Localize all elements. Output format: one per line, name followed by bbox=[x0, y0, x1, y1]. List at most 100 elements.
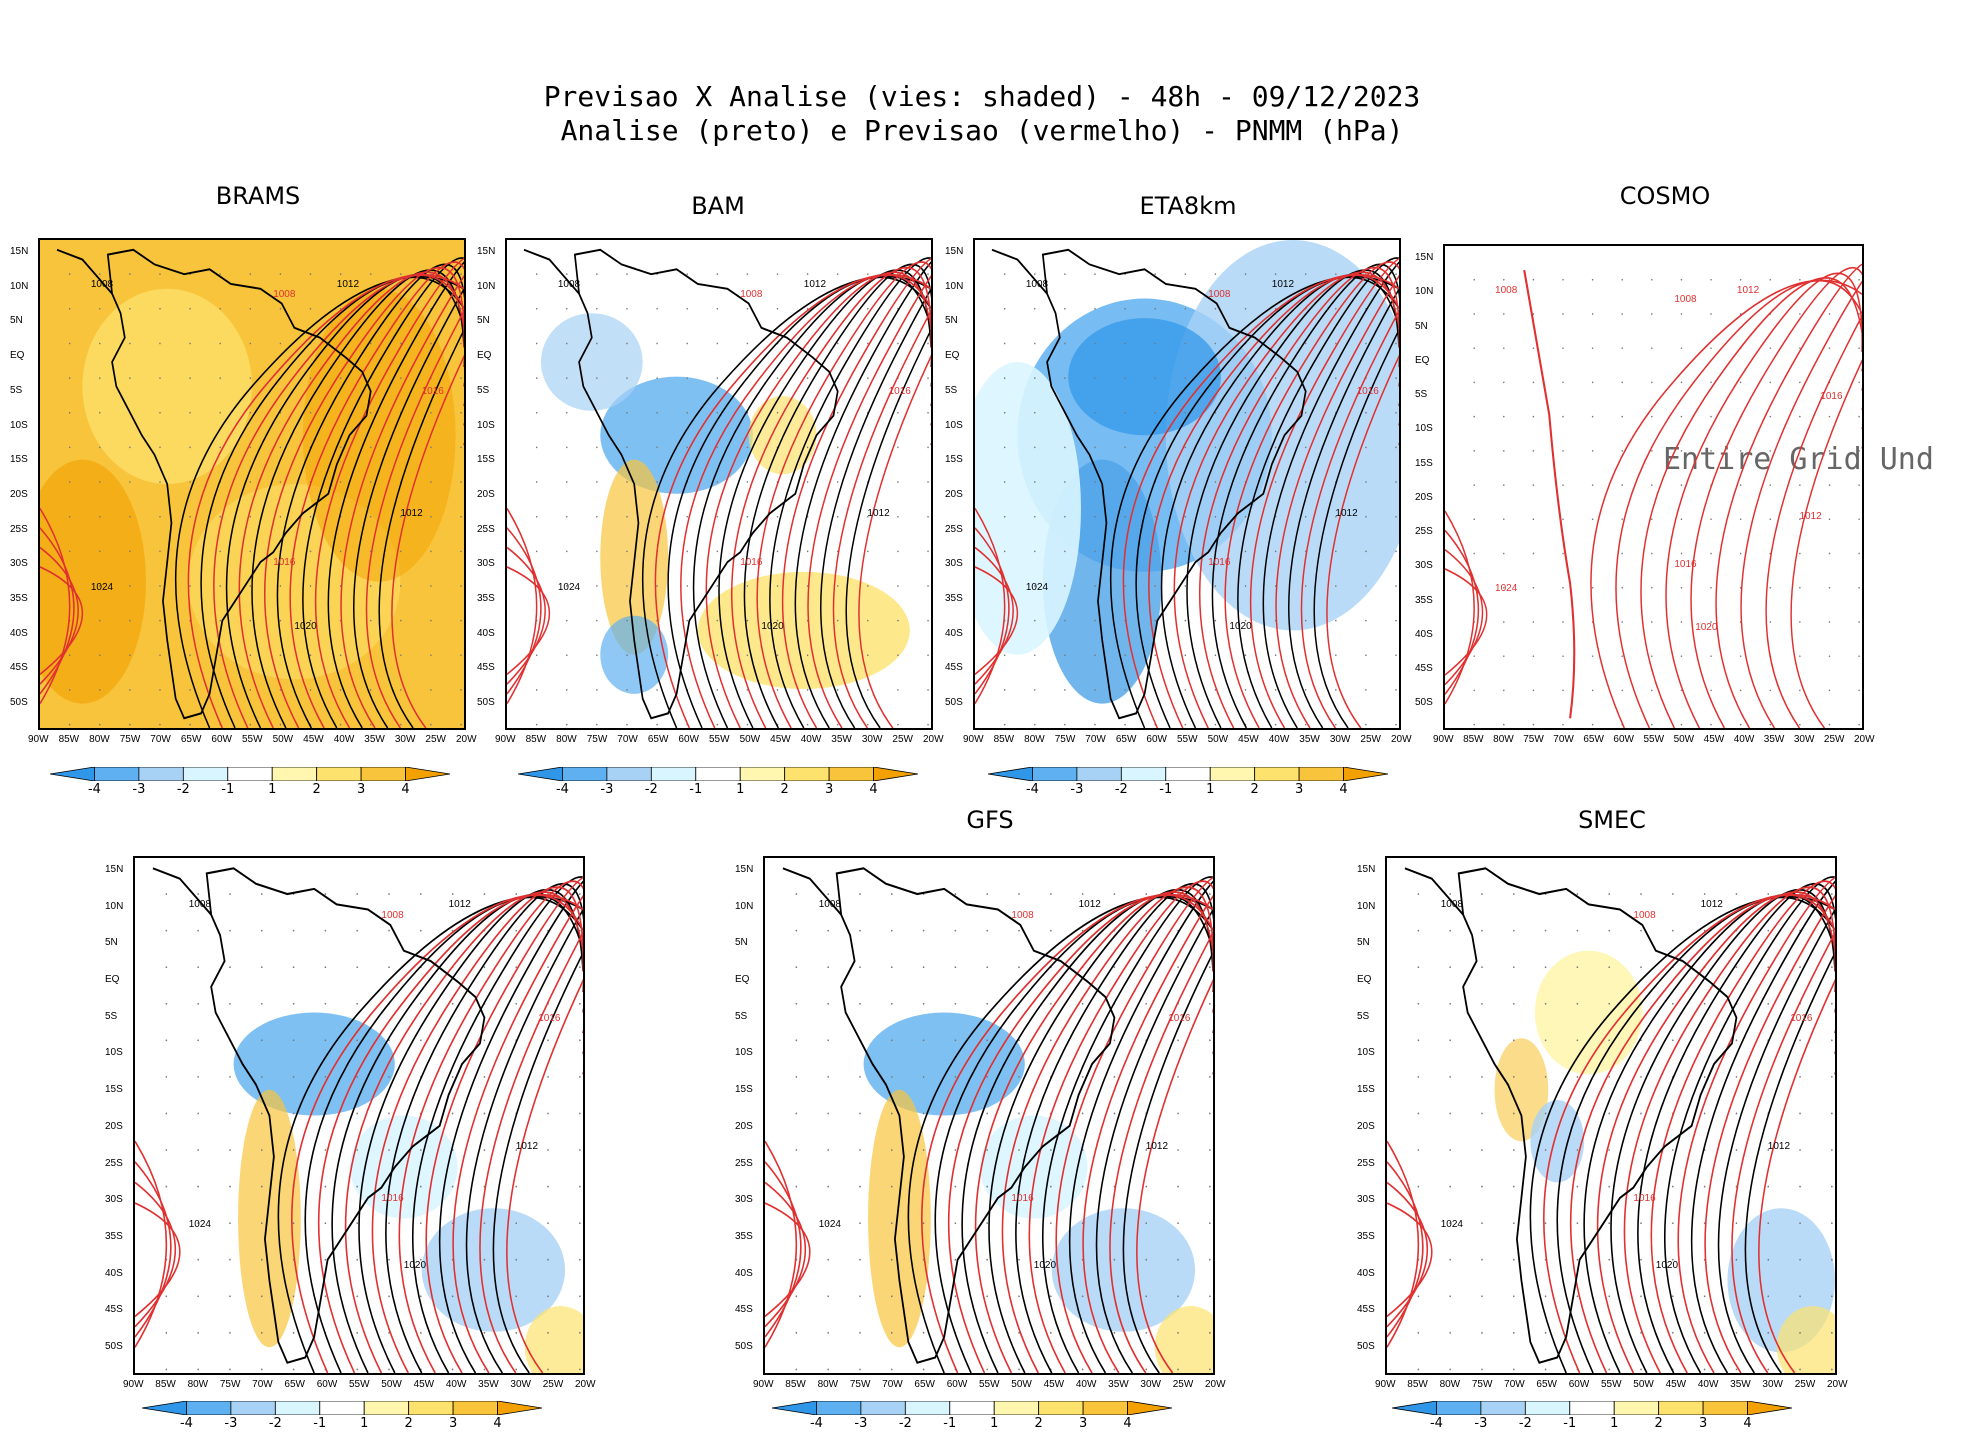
grid-dot bbox=[189, 411, 191, 414]
lat-tick: 45S bbox=[1357, 1304, 1375, 1316]
grid-dot bbox=[1591, 518, 1594, 521]
grid-dot bbox=[1710, 278, 1712, 281]
grid-dot bbox=[388, 1112, 390, 1115]
colorbar-box bbox=[1127, 1400, 1173, 1416]
analysis-isobar bbox=[1288, 287, 1399, 728]
colorbar-label: 3 bbox=[1294, 782, 1304, 797]
grid-dot bbox=[1608, 1185, 1611, 1188]
grid-dot bbox=[515, 1185, 518, 1188]
lat-tick: 25S bbox=[735, 1157, 753, 1169]
grid-dot bbox=[1449, 1002, 1451, 1005]
grid-dot bbox=[99, 619, 101, 622]
grid-dot bbox=[1672, 1258, 1674, 1261]
grid-dot bbox=[1532, 278, 1535, 281]
grid-dot bbox=[890, 1112, 893, 1115]
forecast-isobar bbox=[365, 309, 464, 728]
grid-dot bbox=[1621, 518, 1623, 521]
grid-dot bbox=[656, 515, 658, 518]
grid-dot bbox=[1672, 1002, 1674, 1005]
grid-dot bbox=[1417, 1002, 1420, 1005]
grid-dot bbox=[1532, 484, 1535, 486]
grid-dot bbox=[827, 893, 829, 895]
isobar-label: 1012 bbox=[336, 279, 360, 291]
grid-dot bbox=[1769, 723, 1772, 726]
grid-dot bbox=[1739, 278, 1742, 281]
lon-tick: 60W bbox=[946, 1379, 968, 1390]
isobar-label: 1016 bbox=[1790, 1012, 1813, 1024]
grid-dot bbox=[1094, 550, 1096, 553]
grid-dot bbox=[1640, 1112, 1642, 1115]
grid-dot bbox=[430, 515, 432, 518]
grid-dot bbox=[309, 619, 312, 622]
colorbar-box bbox=[186, 1400, 232, 1416]
lon-tick: 60W bbox=[1613, 734, 1634, 745]
grid-dot bbox=[1831, 1039, 1833, 1042]
analysis-isobar bbox=[667, 276, 931, 728]
grid-dot bbox=[249, 273, 252, 276]
grid-dot bbox=[1680, 518, 1683, 521]
grid-dot bbox=[686, 585, 688, 587]
grid-dot bbox=[1576, 1039, 1579, 1042]
forecast-isobar bbox=[135, 1181, 177, 1328]
grid-dot bbox=[1858, 484, 1860, 486]
grid-dot bbox=[159, 307, 161, 310]
colorbar-box bbox=[1658, 1400, 1704, 1416]
grid-dot bbox=[339, 689, 342, 691]
colorbar-box bbox=[1120, 766, 1167, 782]
grid-dot bbox=[1034, 515, 1036, 518]
forecast-isobar bbox=[974, 891, 1213, 1373]
grid-dot bbox=[596, 515, 598, 518]
grid-dot bbox=[356, 1149, 359, 1151]
grid-dot bbox=[1184, 585, 1187, 587]
grid-dot bbox=[986, 1075, 989, 1078]
grid-dot bbox=[1608, 1112, 1611, 1115]
central-america-coast bbox=[152, 867, 212, 916]
colorbar-box bbox=[1569, 1400, 1615, 1416]
grid-dot bbox=[356, 1112, 359, 1115]
forecast-isobar bbox=[1677, 876, 1835, 1373]
grid-dot bbox=[836, 689, 839, 691]
grid-dot bbox=[1365, 654, 1367, 657]
grid-dot bbox=[795, 929, 798, 932]
colorbar-box bbox=[517, 766, 563, 782]
grid-dot bbox=[1417, 966, 1420, 969]
grid-dot bbox=[1672, 893, 1674, 895]
grid-dot bbox=[795, 966, 798, 969]
grid-dot bbox=[1576, 1075, 1579, 1078]
grid-dot bbox=[1735, 1258, 1738, 1261]
grid-dot bbox=[1184, 446, 1187, 449]
grid-dot bbox=[279, 585, 282, 587]
grid-dot bbox=[859, 1002, 861, 1005]
lat-tick: 45S bbox=[735, 1304, 753, 1316]
grid-dot bbox=[1703, 1185, 1706, 1188]
grid-dot bbox=[1417, 1112, 1420, 1115]
grid-dot bbox=[1735, 1039, 1738, 1042]
grid-dot bbox=[859, 1112, 861, 1115]
lat-tick: EQ bbox=[105, 974, 120, 986]
grid-dot bbox=[369, 342, 372, 345]
lon-tick: 75W bbox=[119, 734, 141, 745]
grid-dot bbox=[1018, 1258, 1020, 1261]
map-gfs: 1012 1008 1016 1020 1024 1012 1016 1008 bbox=[763, 856, 1215, 1375]
colorbar-label: 3 bbox=[824, 782, 834, 797]
grid-dot bbox=[1512, 1368, 1515, 1371]
grid-dot bbox=[927, 654, 929, 657]
grid-dot bbox=[420, 1222, 422, 1225]
grid-dot bbox=[1244, 619, 1247, 622]
lat-tick: 10N bbox=[477, 280, 496, 292]
grid-dot bbox=[867, 377, 869, 379]
grid-dot bbox=[859, 1222, 861, 1225]
grid-dot bbox=[260, 1075, 263, 1078]
grid-dot bbox=[1064, 377, 1066, 379]
colorbar-boxes bbox=[771, 1400, 1173, 1416]
grid-dot bbox=[1799, 723, 1801, 726]
forecast-isobar bbox=[507, 527, 542, 695]
grid-dot bbox=[1532, 381, 1535, 384]
grid-dot bbox=[165, 1149, 168, 1151]
grid-dot bbox=[1512, 1112, 1515, 1115]
grid-dot bbox=[827, 1149, 829, 1151]
analysis-isobar bbox=[1717, 908, 1835, 1373]
isobar-label: 1016 bbox=[381, 1192, 404, 1204]
analysis-isobar bbox=[251, 269, 464, 728]
lon-tick: 50W bbox=[1673, 734, 1695, 745]
